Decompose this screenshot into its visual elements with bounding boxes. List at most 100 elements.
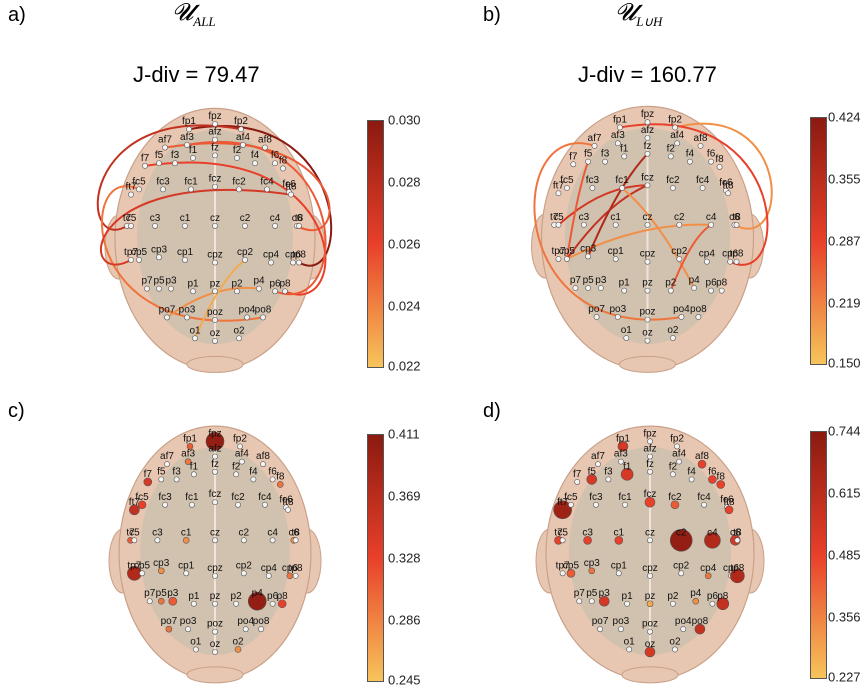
electrode-label-p7: p7 [141, 276, 153, 287]
electrode-label-ft8: ft8 [723, 497, 735, 508]
electrode-label-fp1: fp1 [616, 433, 630, 444]
electrode-label-tp8: tp8 [730, 249, 744, 260]
electrode-pz [212, 288, 218, 295]
electrode-f4 [252, 160, 258, 167]
title-b-sub: L∪H [636, 13, 663, 29]
electrode-label-po3: po3 [613, 616, 630, 627]
title-a-main: 𝓤 [172, 0, 194, 26]
electrode-label-cpz: cpz [640, 249, 656, 260]
electrode-ft8 [724, 505, 734, 515]
electrode-c3 [154, 537, 161, 544]
electrode-label-c6: c6 [729, 212, 740, 223]
electrode-c2 [669, 529, 693, 552]
electrode-label-cp3: cp3 [580, 243, 597, 254]
connection-arc [99, 188, 292, 266]
electrode-c1 [612, 221, 619, 228]
electrode-cz [644, 221, 651, 228]
electrode-label-cp1: cp1 [608, 246, 625, 257]
electrode-f7 [574, 479, 581, 485]
electrode-label-o2: o2 [232, 636, 244, 647]
electrode-label-fc2: fc2 [666, 175, 680, 186]
electrode-fc3 [589, 185, 596, 191]
head-figure-c: fpz fp1 fp2 afz af7 af3 af4 af8 f7 f5 f3 f1 fz f2 f4 f6… [108, 425, 322, 684]
electrode-p7 [144, 285, 150, 292]
electrode-cp1 [615, 570, 622, 577]
electrode-c3 [152, 223, 158, 229]
colorbar-d [810, 431, 827, 679]
cbar-tick: 0.369 [388, 488, 421, 504]
electrode-f5 [158, 476, 165, 483]
electrode-ft7 [553, 500, 572, 520]
electrode-afz [647, 453, 653, 460]
electrode-p4 [691, 285, 698, 291]
cbar-tick: 0.024 [388, 298, 421, 314]
electrode-fp1 [617, 124, 623, 131]
electrode-af8 [262, 144, 268, 151]
electrode-label-fc1: fc1 [615, 175, 629, 186]
electrode-cp3 [588, 567, 596, 575]
electrode-fc1 [622, 501, 628, 508]
electrode-c1 [182, 223, 188, 229]
electrode-tp8 [730, 568, 745, 584]
electrode-c1 [182, 537, 190, 544]
electrode-label-oz: oz [642, 328, 653, 339]
electrode-label-fc6: fc6 [282, 179, 296, 190]
electrode-label-f7: f7 [144, 469, 153, 480]
electrode-label-p8: p8 [717, 591, 729, 602]
electrode-cp2 [240, 570, 247, 577]
electrode-p6 [709, 600, 716, 607]
electrode-label-fc6: fc6 [719, 178, 733, 189]
electrode-o2 [236, 335, 242, 342]
electrode-label-c4: c4 [270, 213, 281, 224]
electrode-label-fz: fz [644, 141, 652, 152]
electrode-fcz [644, 496, 656, 508]
electrode-ft7 [555, 190, 562, 197]
electrode-f3 [173, 476, 180, 483]
electrode-label-po7: po7 [592, 616, 609, 627]
cbar-tick: 0.026 [388, 236, 421, 252]
electrode-c2 [240, 537, 247, 544]
electrode-label-fcz: fcz [641, 172, 654, 183]
colorbar-a [367, 120, 384, 368]
cbar-tick: 0.219 [828, 295, 861, 311]
electrode-label-fc1: fc1 [618, 492, 632, 503]
electrode-label-p5: p5 [586, 588, 598, 599]
electrode-cp2 [678, 570, 685, 577]
electrode-f7 [142, 162, 148, 169]
electrode-ft8 [285, 506, 291, 513]
electrode-label-p5: p5 [156, 588, 168, 599]
electrode-cpz [212, 572, 218, 579]
electrode-p1 [190, 600, 197, 607]
electrode-label-f8: f8 [715, 154, 724, 165]
electrode-label-p4: p4 [253, 276, 265, 287]
electrode-label-fpz: fpz [208, 111, 221, 122]
electrode-label-f4: f4 [686, 149, 695, 160]
electrode-label-c4: c4 [706, 212, 717, 223]
electrode-p4 [256, 285, 262, 292]
electrode-fc4 [701, 501, 707, 508]
electrode-f6 [708, 158, 714, 165]
cbar-tick: 0.744 [828, 423, 861, 439]
electrode-c1 [614, 536, 624, 545]
cbar-tick: 0.485 [828, 547, 861, 563]
electrode-label-fp2: fp2 [233, 433, 247, 444]
electrode-cp3 [585, 253, 592, 260]
electrode-label-poz: poz [642, 619, 658, 630]
electrode-label-c1: c1 [181, 527, 192, 538]
electrode-label-po8: po8 [690, 304, 707, 315]
electrode-label-p1: p1 [619, 278, 631, 289]
electrode-f6 [269, 476, 276, 483]
electrode-label-ft7: ft7 [553, 180, 565, 191]
electrode-af3 [184, 458, 192, 465]
connection-arc [557, 184, 648, 226]
electrode-label-f6: f6 [707, 149, 716, 160]
electrode-o1 [192, 335, 198, 342]
electrode-cp5 [564, 256, 570, 262]
electrode-f3 [605, 476, 612, 483]
electrode-f5 [156, 160, 162, 167]
electrode-label-cpz: cpz [207, 250, 223, 261]
electrode-label-c2: c2 [239, 527, 250, 538]
electrode-label-ft7: ft7 [557, 497, 569, 508]
electrode-afz [212, 453, 218, 460]
electrode-p6 [272, 288, 278, 295]
